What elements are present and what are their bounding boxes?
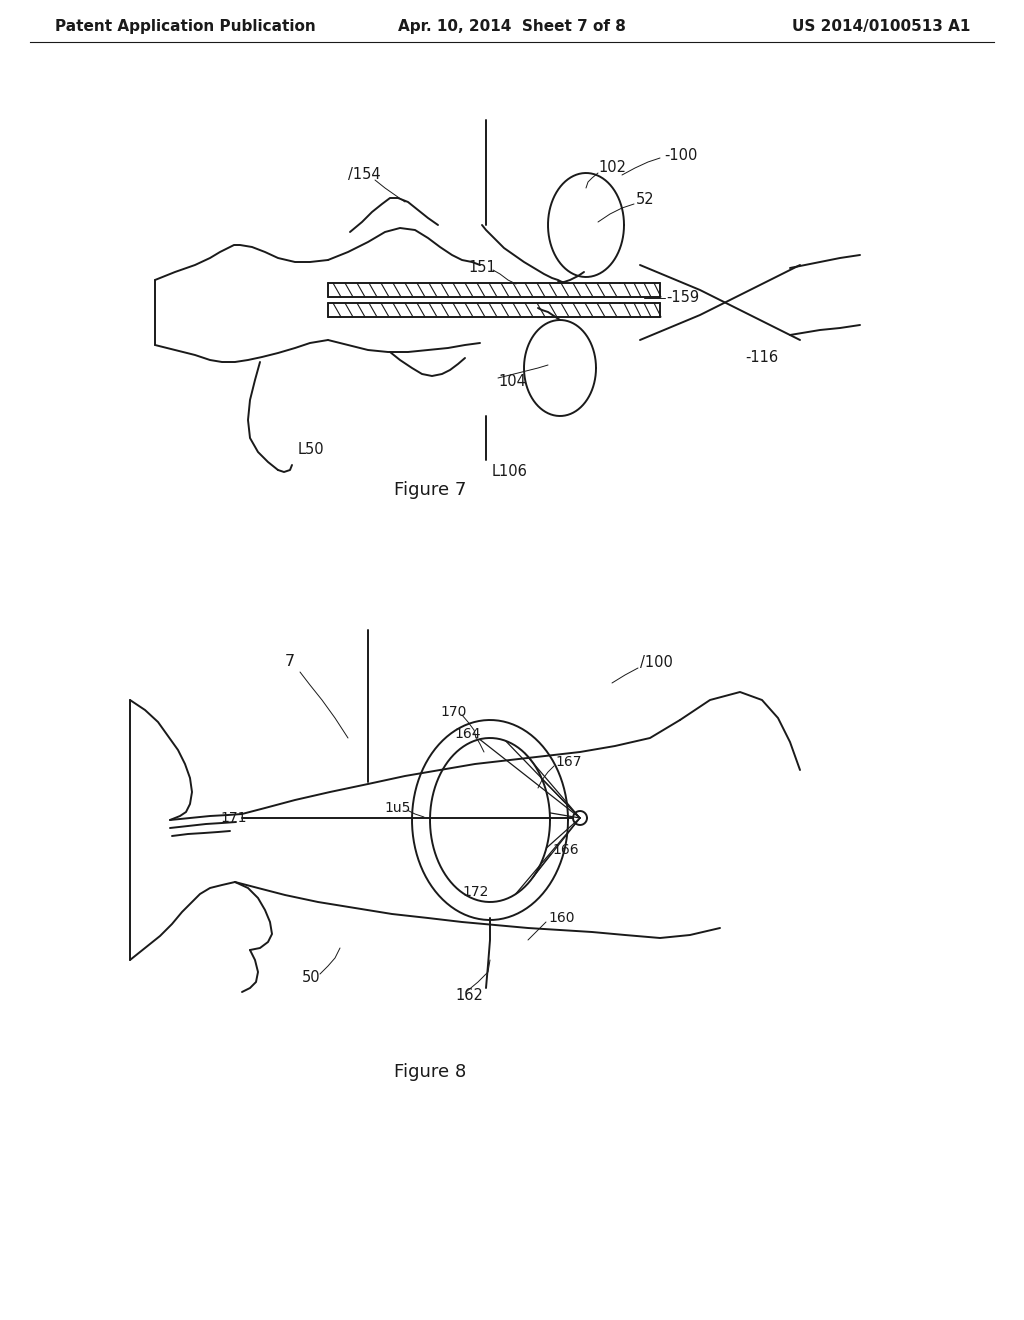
Text: -159: -159 (666, 290, 699, 305)
Text: Figure 8: Figure 8 (394, 1063, 466, 1081)
Text: 167: 167 (555, 755, 582, 770)
Text: 170: 170 (440, 705, 466, 719)
Text: US 2014/0100513 A1: US 2014/0100513 A1 (792, 20, 970, 34)
Text: L106: L106 (492, 465, 528, 479)
Text: 151: 151 (468, 260, 496, 276)
Text: 172: 172 (462, 884, 488, 899)
Text: Apr. 10, 2014  Sheet 7 of 8: Apr. 10, 2014 Sheet 7 of 8 (398, 20, 626, 34)
Text: 1u5: 1u5 (384, 801, 411, 814)
Text: 160: 160 (548, 911, 574, 925)
Text: /154: /154 (348, 168, 381, 182)
Text: 52: 52 (636, 193, 654, 207)
Text: Figure 7: Figure 7 (394, 480, 466, 499)
Text: 166: 166 (552, 843, 579, 857)
Text: 171: 171 (220, 810, 247, 825)
Text: Patent Application Publication: Patent Application Publication (55, 20, 315, 34)
Text: 50: 50 (302, 970, 321, 986)
Text: -100: -100 (664, 148, 697, 162)
Text: -116: -116 (745, 351, 778, 366)
Text: 104: 104 (498, 375, 526, 389)
Text: 164: 164 (454, 727, 480, 741)
Text: 102: 102 (598, 161, 626, 176)
Text: /100: /100 (640, 655, 673, 669)
Text: L50: L50 (298, 442, 325, 458)
Text: 162: 162 (455, 987, 483, 1002)
Text: 7: 7 (285, 655, 295, 669)
